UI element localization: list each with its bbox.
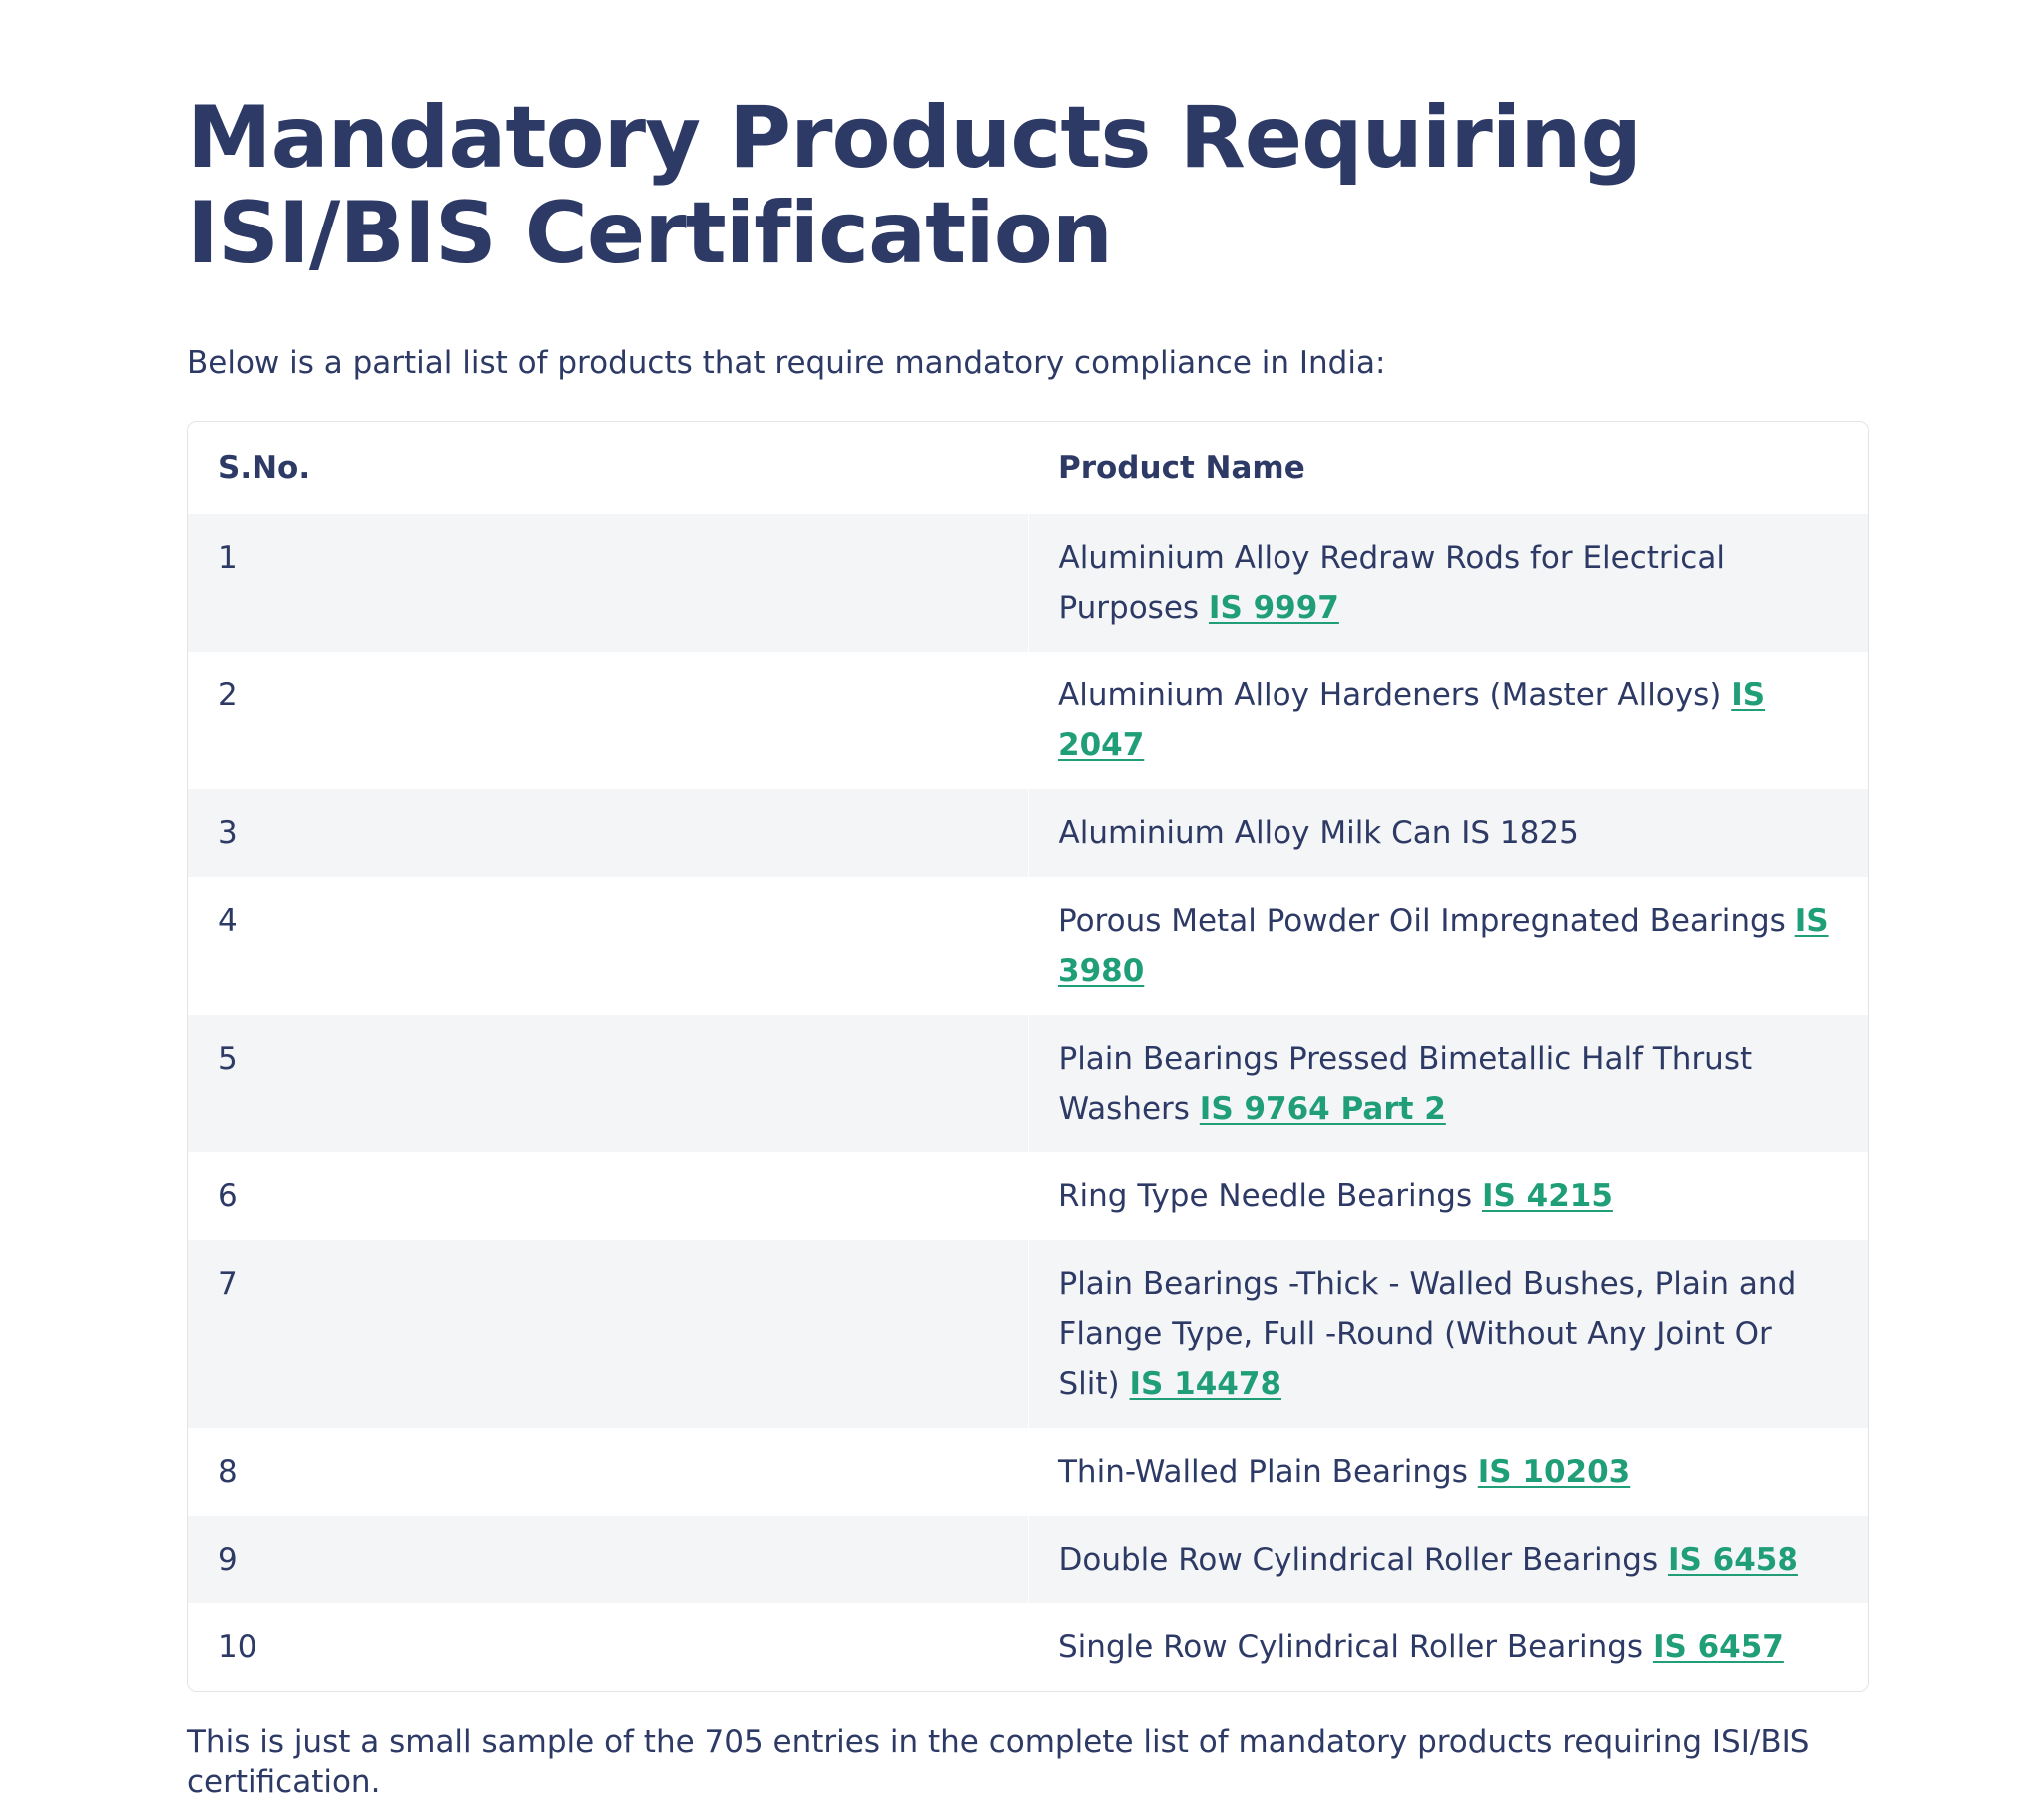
- standard-link[interactable]: IS 9764 Part 2: [1199, 1091, 1446, 1127]
- standard-link[interactable]: IS 14478: [1129, 1366, 1282, 1402]
- table-body: 1 Aluminium Alloy Redraw Rods for Electri…: [188, 514, 1868, 1691]
- row-product-cell: Single Row Cylindrical Roller Bearings I…: [1028, 1603, 1868, 1691]
- table-row: 3 Aluminium Alloy Milk Can IS 1825: [188, 789, 1868, 877]
- page-title: Mandatory Products Requiring ISI/BIS Cer…: [187, 90, 1869, 281]
- table-row: 2 Aluminium Alloy Hardeners (Master Alloy…: [188, 652, 1868, 789]
- standard-link[interactable]: IS 10203: [1477, 1454, 1631, 1490]
- product-name: Ring Type Needle Bearings: [1058, 1178, 1473, 1214]
- row-product-cell: Plain Bearings -Thick - Walled Bushes, P…: [1028, 1240, 1868, 1428]
- products-table-container: S.No. Product Name 1 Aluminium Alloy Redr…: [187, 421, 1869, 1692]
- row-product-cell: Aluminium Alloy Redraw Rods for Electric…: [1028, 514, 1868, 652]
- row-product-cell: Double Row Cylindrical Roller Bearings I…: [1028, 1516, 1868, 1603]
- page-title-line-1: Mandatory Products Requiring: [187, 88, 1642, 188]
- row-serial-number: 8: [218, 1454, 238, 1490]
- product-name: Plain Bearings -Thick - Walled Bushes, P…: [1058, 1266, 1797, 1402]
- product-name: Aluminium Alloy Redraw Rods for Electric…: [1058, 540, 1725, 626]
- row-product-cell: Aluminium Alloy Hardeners (Master Alloys…: [1028, 652, 1868, 789]
- standard-link[interactable]: IS 9997: [1208, 590, 1339, 626]
- column-header-product-name: Product Name: [1028, 422, 1868, 514]
- product-name: Porous Metal Powder Oil Impregnated Bear…: [1058, 903, 1786, 939]
- table-row: 7 Plain Bearings -Thick - Walled Bushes, …: [188, 1240, 1868, 1428]
- row-serial-number: 2: [218, 678, 238, 713]
- table-row: 4 Porous Metal Powder Oil Impregnated Bea…: [188, 877, 1868, 1015]
- row-product-cell: Aluminium Alloy Milk Can IS 1825: [1028, 789, 1868, 877]
- standard-link[interactable]: IS 6457: [1652, 1629, 1784, 1665]
- standard-link[interactable]: IS 4215: [1481, 1178, 1613, 1214]
- standard-link[interactable]: IS 6458: [1667, 1542, 1798, 1578]
- row-serial-number: 4: [218, 903, 238, 939]
- product-name: Aluminium Alloy Hardeners (Master Alloys…: [1058, 678, 1722, 713]
- table-row: 5 Plain Bearings Pressed Bimetallic Half …: [188, 1015, 1868, 1152]
- product-name: Thin-Walled Plain Bearings: [1058, 1454, 1468, 1490]
- product-name: Single Row Cylindrical Roller Bearings: [1058, 1629, 1644, 1665]
- standard-link[interactable]: IS 3980: [1058, 903, 1829, 989]
- table-row: 10 Single Row Cylindrical Roller Bearings…: [188, 1603, 1868, 1691]
- row-serial-number: 6: [218, 1178, 238, 1214]
- table-row: 1 Aluminium Alloy Redraw Rods for Electri…: [188, 514, 1868, 652]
- row-product-cell: Ring Type Needle Bearings IS 4215: [1028, 1152, 1868, 1240]
- table-row: 9 Double Row Cylindrical Roller Bearings …: [188, 1516, 1868, 1603]
- table-row: 6 Ring Type Needle Bearings IS 4215: [188, 1152, 1868, 1240]
- row-serial-number: 9: [188, 1516, 1029, 1603]
- product-name: Plain Bearings Pressed Bimetallic Half T…: [1058, 1041, 1753, 1127]
- table-row: 8 Thin-Walled Plain Bearings IS 10203: [188, 1428, 1868, 1516]
- article: Mandatory Products Requiring ISI/BIS Cer…: [187, 90, 1869, 1802]
- row-serial-number: 7: [188, 1240, 1029, 1428]
- column-header-sno: S.No.: [188, 422, 1028, 514]
- table-header-row: S.No. Product Name: [188, 422, 1868, 514]
- page-title-line-2: ISI/BIS Certification: [187, 184, 1113, 283]
- outro-paragraph: This is just a small sample of the 705 e…: [187, 1724, 1810, 1800]
- product-name: Double Row Cylindrical Roller Bearings: [1058, 1542, 1659, 1578]
- products-table: S.No. Product Name 1 Aluminium Alloy Redr…: [188, 422, 1868, 1691]
- standard-link[interactable]: IS 2047: [1058, 678, 1766, 763]
- row-serial-number: 5: [188, 1015, 1029, 1152]
- row-product-cell: Plain Bearings Pressed Bimetallic Half T…: [1028, 1015, 1868, 1152]
- row-product-cell: Thin-Walled Plain Bearings IS 10203: [1028, 1428, 1868, 1516]
- product-name: Aluminium Alloy Milk Can IS 1825: [1058, 815, 1579, 851]
- intro-paragraph: Below is a partial list of products that…: [187, 345, 1386, 381]
- row-serial-number: 1: [188, 514, 1029, 652]
- row-serial-number: 10: [218, 1629, 257, 1665]
- row-product-cell: Porous Metal Powder Oil Impregnated Bear…: [1028, 877, 1868, 1015]
- row-serial-number: 3: [188, 789, 1029, 877]
